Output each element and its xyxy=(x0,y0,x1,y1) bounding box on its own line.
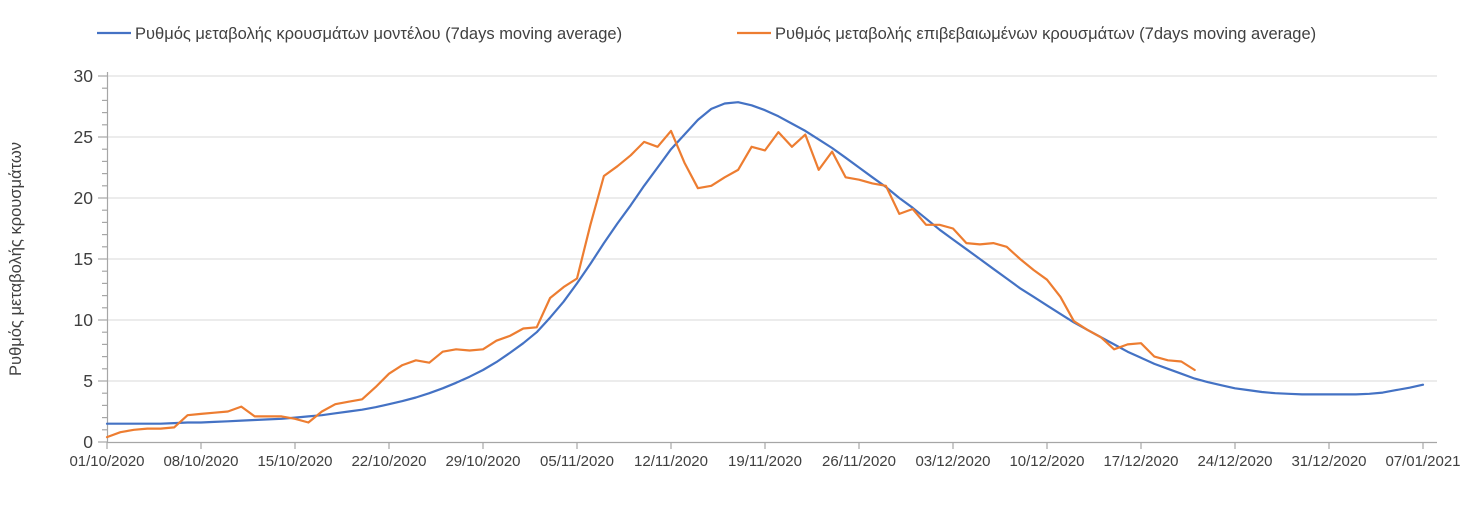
x-tick-label: 07/01/2021 xyxy=(1385,453,1460,470)
x-tick-label: 05/11/2020 xyxy=(540,453,614,470)
x-tick-label: 19/11/2020 xyxy=(728,453,802,470)
legend-item-confirmed: Ρυθμός μεταβολής επιβεβαιωμένων κρουσμάτ… xyxy=(737,25,1316,43)
gridlines xyxy=(107,75,1437,382)
y-axis-tick-labels: 0 5 10 15 20 25 30 xyxy=(74,66,94,452)
y-tick-label: 0 xyxy=(83,432,93,452)
x-tick-label: 01/10/2020 xyxy=(69,453,144,470)
y-tick-label: 5 xyxy=(83,371,93,391)
data-series-lines xyxy=(105,101,1425,439)
x-tick-label: 31/12/2020 xyxy=(1291,453,1366,470)
x-tick-label: 08/10/2020 xyxy=(163,453,238,470)
x-tick-label: 17/12/2020 xyxy=(1103,453,1178,470)
x-tick-label: 10/12/2020 xyxy=(1009,453,1084,470)
axes xyxy=(106,72,1437,444)
y-axis-title: Ρυθμός μεταβολής κρουσμάτων xyxy=(7,142,25,376)
legend-label-model: Ρυθμός μεταβολής κρουσμάτων μοντέλου (7d… xyxy=(135,25,622,43)
legend: Ρυθμός μεταβολής κρουσμάτων μοντέλου (7d… xyxy=(97,25,1316,43)
y-tick-label: 15 xyxy=(74,249,93,269)
x-tick-label: 29/10/2020 xyxy=(445,453,520,470)
model-series-line xyxy=(105,101,1425,425)
y-tick-label: 10 xyxy=(74,310,94,330)
y-axis-ticks xyxy=(98,75,107,443)
x-axis-ticks xyxy=(106,442,1424,449)
y-tick-label: 30 xyxy=(74,66,94,86)
y-tick-label: 20 xyxy=(74,188,94,208)
y-tick-label: 25 xyxy=(74,127,93,147)
confirmed-series-line xyxy=(105,129,1196,439)
x-tick-label: 26/11/2020 xyxy=(822,453,896,470)
x-tick-label: 24/12/2020 xyxy=(1197,453,1272,470)
x-axis-tick-labels: 01/10/2020 08/10/2020 15/10/2020 22/10/2020… xyxy=(69,453,1460,470)
x-tick-label: 03/12/2020 xyxy=(915,453,990,470)
x-tick-label: 15/10/2020 xyxy=(257,453,332,470)
legend-label-confirmed: Ρυθμός μεταβολής επιβεβαιωμένων κρουσμάτ… xyxy=(775,25,1316,43)
x-tick-label: 12/11/2020 xyxy=(634,453,708,470)
legend-item-model: Ρυθμός μεταβολής κρουσμάτων μοντέλου (7d… xyxy=(97,25,622,43)
x-tick-label: 22/10/2020 xyxy=(351,453,426,470)
